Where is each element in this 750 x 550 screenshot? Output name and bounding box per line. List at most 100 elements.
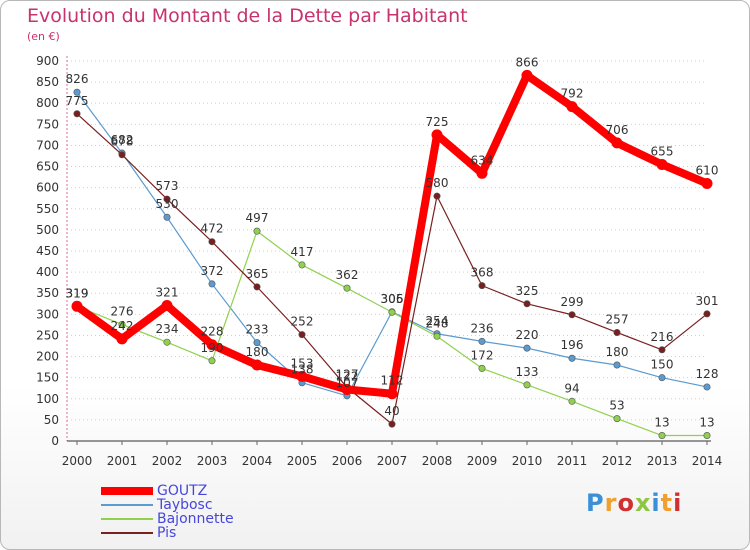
x-tick-label: 2008: [422, 454, 453, 468]
data-label-taybosc: 236: [471, 321, 494, 335]
data-label-bajonnette: 190: [201, 341, 224, 355]
x-tick-label: 2011: [557, 454, 588, 468]
data-point-pis: [658, 346, 666, 354]
legend-label: GOUTZ: [157, 483, 208, 499]
data-point-bajonnette: [253, 227, 261, 235]
data-label-bajonnette: 13: [699, 416, 714, 430]
legend-label: Pis: [157, 525, 177, 541]
data-label-pis: 472: [201, 222, 224, 236]
data-point-goutz: [611, 137, 623, 149]
y-tick-label: 0: [51, 434, 59, 448]
data-label-taybosc: 254: [426, 314, 449, 328]
y-tick-label: 100: [36, 392, 59, 406]
y-tick-label: 50: [44, 413, 59, 427]
y-tick-label: 400: [36, 265, 59, 279]
data-point-goutz: [386, 388, 398, 400]
data-point-bajonnette: [433, 332, 441, 340]
data-label-goutz: 706: [606, 123, 629, 137]
data-label-taybosc: 826: [66, 72, 89, 86]
data-point-pis: [523, 300, 531, 308]
data-label-pis: 252: [291, 315, 314, 329]
x-tick-label: 2005: [287, 454, 318, 468]
data-point-bajonnette: [568, 397, 576, 405]
data-label-taybosc: 306: [381, 292, 404, 306]
data-label-taybosc: 233: [246, 323, 269, 337]
y-tick-label: 350: [36, 286, 59, 300]
data-label-goutz: 122: [336, 369, 359, 383]
data-point-bajonnette: [163, 338, 171, 346]
data-point-pis: [208, 238, 216, 246]
data-label-goutz: 228: [201, 325, 224, 339]
data-label-taybosc: 682: [111, 133, 134, 147]
legend-item-taybosc: Taybosc: [101, 497, 361, 513]
data-label-taybosc: 530: [156, 197, 179, 211]
data-point-goutz: [341, 383, 353, 395]
legend-item-goutz: GOUTZ: [101, 483, 361, 499]
data-point-goutz: [206, 339, 218, 351]
data-label-goutz: 180: [246, 345, 269, 359]
data-label-taybosc: 372: [201, 264, 224, 278]
legend-swatch: [101, 487, 153, 495]
data-label-goutz: 321: [156, 285, 179, 299]
data-label-goutz: 866: [516, 55, 539, 69]
logo-letter: r: [604, 489, 618, 517]
logo-letter: i: [673, 489, 683, 517]
data-label-goutz: 634: [471, 153, 494, 167]
data-point-taybosc: [163, 213, 171, 221]
data-label-pis: 365: [246, 267, 269, 281]
x-tick-label: 2003: [197, 454, 228, 468]
legend-swatch: [101, 504, 153, 506]
data-label-goutz: 792: [561, 87, 584, 101]
data-label-taybosc: 107: [336, 376, 359, 390]
data-point-goutz: [566, 101, 578, 113]
proxiti-logo: Proxiti: [586, 489, 682, 517]
data-point-taybosc: [478, 337, 486, 345]
data-label-pis: 368: [471, 266, 494, 280]
data-label-pis: 299: [561, 295, 584, 309]
legend-swatch: [101, 518, 153, 520]
data-point-bajonnette: [478, 364, 486, 372]
y-tick-label: 450: [36, 244, 59, 258]
data-label-pis: 257: [606, 312, 629, 326]
logo-letter: t: [660, 489, 674, 517]
data-label-taybosc: 196: [561, 338, 584, 352]
data-point-taybosc: [253, 339, 261, 347]
y-axis-unit-label: (en €): [27, 30, 60, 43]
y-tick-label: 850: [36, 75, 59, 89]
data-label-goutz: 610: [696, 163, 719, 177]
data-label-goutz: 655: [651, 144, 674, 158]
data-point-pis: [478, 282, 486, 290]
data-point-goutz: [71, 300, 83, 312]
legend-item-pis: Pis: [101, 525, 361, 541]
data-label-bajonnette: 133: [516, 365, 539, 379]
data-point-pis: [388, 420, 396, 428]
data-label-goutz: 153: [291, 356, 314, 370]
data-point-goutz: [431, 129, 443, 141]
data-point-bajonnette: [613, 415, 621, 423]
data-label-goutz: 319: [66, 286, 89, 300]
y-tick-label: 200: [36, 350, 59, 364]
legend-item-bajonnette: Bajonnette: [101, 511, 361, 527]
logo-letter: P: [586, 489, 605, 517]
data-label-taybosc: 180: [606, 345, 629, 359]
data-label-bajonnette: 94: [564, 381, 579, 395]
data-label-bajonnette: 234: [156, 322, 179, 336]
y-tick-label: 750: [36, 117, 59, 131]
data-point-pis: [703, 310, 711, 318]
y-tick-label: 250: [36, 328, 59, 342]
x-tick-label: 2004: [242, 454, 273, 468]
line-chart: 0 50 100 150 200 250 300 350 400 450 500 550 600 650 7…: [36, 54, 722, 468]
data-label-bajonnette: 319: [66, 286, 89, 300]
data-point-goutz: [251, 359, 263, 371]
data-point-bajonnette: [388, 308, 396, 316]
data-point-pis: [73, 110, 81, 118]
data-label-bajonnette: 53: [609, 399, 624, 413]
data-point-goutz: [656, 158, 668, 170]
data-label-bajonnette: 417: [291, 245, 314, 259]
data-point-taybosc: [208, 280, 216, 288]
data-point-goutz: [521, 69, 533, 81]
legend-label: Bajonnette: [157, 511, 234, 527]
data-point-taybosc: [73, 88, 81, 96]
data-point-bajonnette: [208, 357, 216, 365]
data-point-bajonnette: [118, 320, 126, 328]
